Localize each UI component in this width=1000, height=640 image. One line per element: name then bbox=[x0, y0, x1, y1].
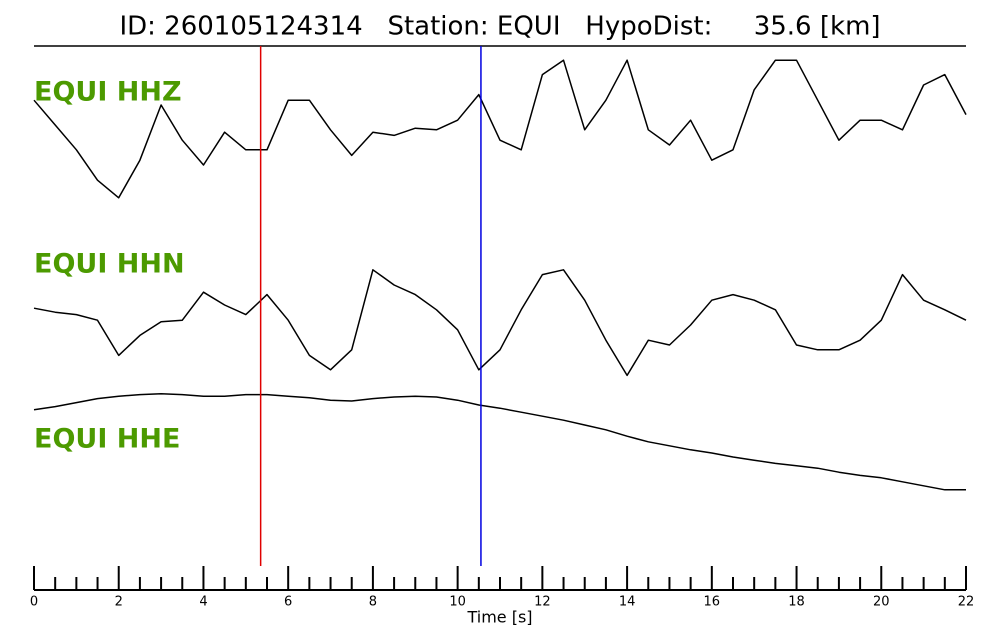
trace-label: EQUI HHN bbox=[34, 249, 185, 280]
trace-label: EQUI HHZ bbox=[34, 77, 182, 108]
chart-title: ID: 260105124314 Station: EQUI HypoDist:… bbox=[119, 12, 880, 42]
trace bbox=[33, 393, 966, 491]
x-tick-label: 10 bbox=[449, 595, 466, 610]
x-axis-label: Time [s] bbox=[466, 608, 532, 627]
x-tick-label: 14 bbox=[619, 595, 636, 610]
x-tick-label: 12 bbox=[534, 595, 551, 610]
x-tick-label: 2 bbox=[115, 595, 123, 610]
x-tick-label: 4 bbox=[199, 595, 207, 610]
x-tick-label: 8 bbox=[369, 595, 377, 610]
x-tick-label: 18 bbox=[788, 595, 805, 610]
trace-label: EQUI HHE bbox=[34, 424, 180, 455]
x-tick-label: 16 bbox=[704, 595, 721, 610]
x-tick-label: 20 bbox=[873, 595, 890, 610]
x-tick-label: 22 bbox=[958, 595, 975, 610]
trace bbox=[33, 59, 967, 199]
x-tick-label: 6 bbox=[284, 595, 292, 610]
x-tick-label: 0 bbox=[30, 595, 38, 610]
trace bbox=[33, 269, 967, 377]
